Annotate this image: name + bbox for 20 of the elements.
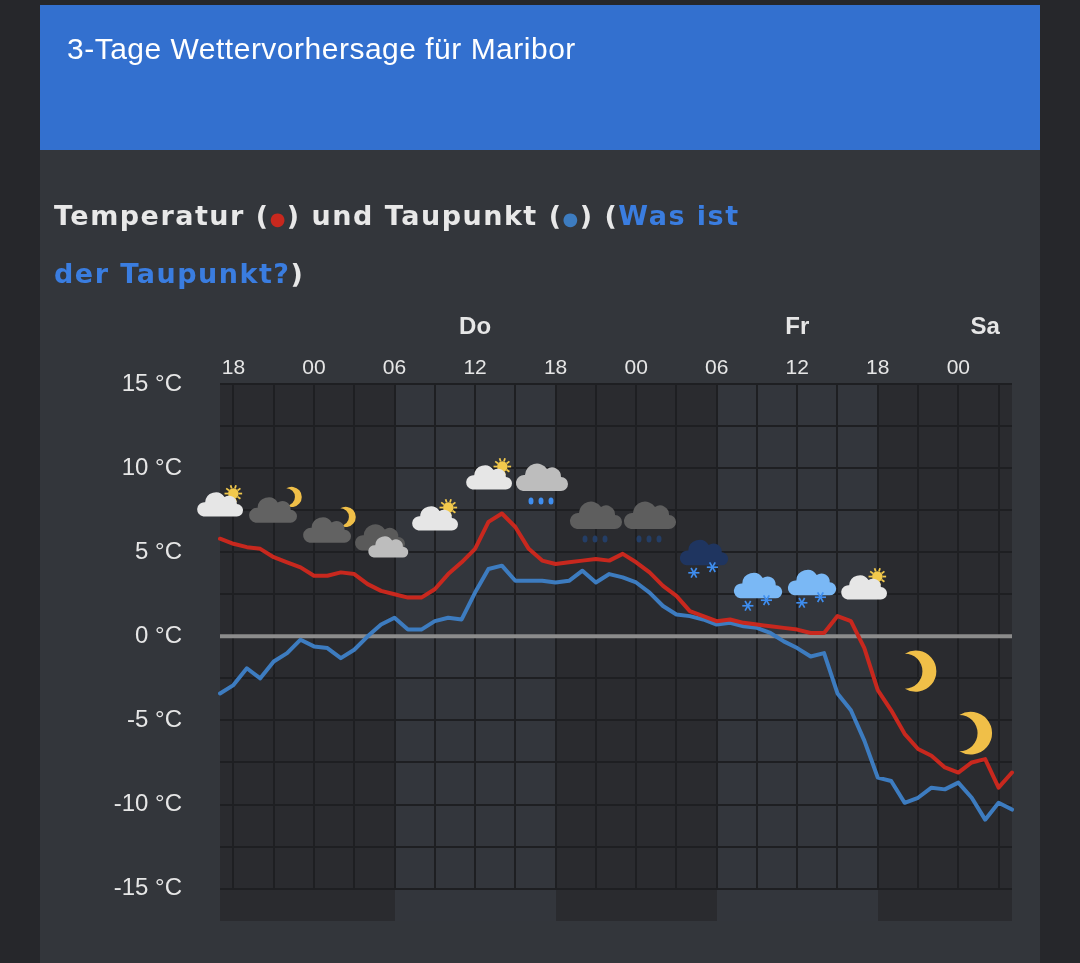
chart-title: 3-Tage Wettervorhersage für Maribor xyxy=(67,32,576,66)
y-tick-label: -5 °C xyxy=(127,705,182,733)
x-tick-label: Sa xyxy=(970,312,1001,339)
x-tick-label: 00 xyxy=(302,355,326,378)
x-tick-label: 18 xyxy=(543,355,568,378)
y-tick-label: -10 °C xyxy=(113,789,182,817)
x-tick-label: 06 xyxy=(382,355,407,378)
y-tick-label: 15 °C xyxy=(121,368,182,396)
x-tick-label: Fr 12 xyxy=(785,312,810,378)
y-tick-label: 10 °C xyxy=(121,452,182,480)
x-tick-label: 18 xyxy=(221,355,246,378)
y-tick-label: 5 °C xyxy=(135,536,182,564)
x-tick-label: 00 xyxy=(946,355,970,378)
text: Temperatur (●) und Taupunkt (●) (Was ist der Taupunkt?) xyxy=(54,200,740,289)
x-tick-label: 00 xyxy=(624,355,648,378)
x-tick-label: 18 xyxy=(866,355,890,378)
x-tick-label: 06 xyxy=(705,355,729,378)
x-tick-label: Do 12 xyxy=(459,312,492,378)
y-tick-label: 0 °C xyxy=(135,620,182,648)
y-tick-label: -15 °C xyxy=(113,873,182,901)
